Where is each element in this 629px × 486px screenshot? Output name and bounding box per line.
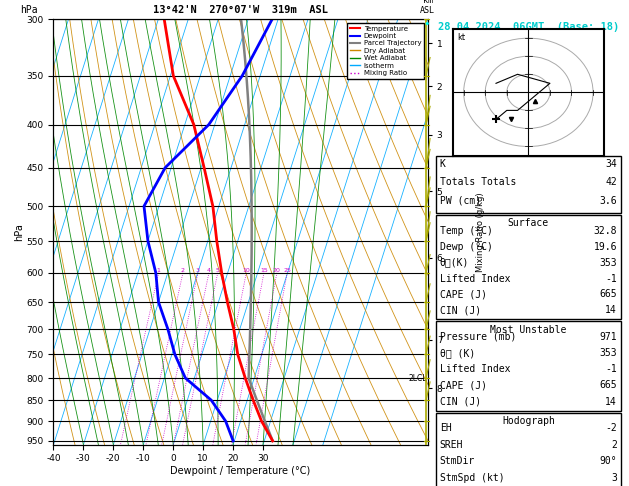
Bar — [436, 215, 621, 319]
Text: 13°42'N  270°07'W  319m  ASL: 13°42'N 270°07'W 319m ASL — [153, 5, 328, 15]
Text: 10: 10 — [242, 268, 250, 273]
Text: θᴄ (K): θᴄ (K) — [440, 348, 475, 358]
Text: Lifted Index: Lifted Index — [440, 274, 510, 283]
X-axis label: Dewpoint / Temperature (°C): Dewpoint / Temperature (°C) — [170, 466, 311, 476]
Text: 20: 20 — [273, 268, 281, 273]
Text: 42: 42 — [605, 177, 617, 187]
Text: 3.6: 3.6 — [599, 196, 617, 206]
Text: 25: 25 — [283, 268, 291, 273]
Text: 2: 2 — [611, 440, 617, 450]
Text: 28.04.2024  06GMT  (Base: 18): 28.04.2024 06GMT (Base: 18) — [438, 21, 619, 32]
Text: -1: -1 — [605, 274, 617, 283]
Text: CAPE (J): CAPE (J) — [440, 290, 487, 299]
Bar — [436, 413, 621, 486]
Text: 665: 665 — [599, 290, 617, 299]
Bar — [436, 321, 621, 411]
Text: CIN (J): CIN (J) — [440, 305, 481, 315]
Text: 353: 353 — [599, 348, 617, 358]
Y-axis label: hPa: hPa — [14, 223, 24, 241]
Text: SREH: SREH — [440, 440, 463, 450]
Text: km
ASL: km ASL — [420, 0, 435, 15]
Text: Lifted Index: Lifted Index — [440, 364, 510, 374]
Text: 19.6: 19.6 — [594, 242, 617, 252]
Text: Totals Totals: Totals Totals — [440, 177, 516, 187]
Text: kt: kt — [457, 33, 465, 42]
Text: 353: 353 — [599, 258, 617, 268]
Text: -2: -2 — [605, 423, 617, 434]
Text: Pressure (mb): Pressure (mb) — [440, 332, 516, 342]
Text: 15: 15 — [260, 268, 268, 273]
Text: 14: 14 — [605, 397, 617, 407]
Text: K: K — [440, 159, 445, 169]
Text: 2LCL: 2LCL — [408, 374, 427, 382]
Text: Mixing Ratio (g/kg): Mixing Ratio (g/kg) — [476, 192, 486, 272]
Text: 1: 1 — [157, 268, 160, 273]
Text: StmSpd (kt): StmSpd (kt) — [440, 473, 504, 483]
Text: Dewp (°C): Dewp (°C) — [440, 242, 493, 252]
Text: Temp (°C): Temp (°C) — [440, 226, 493, 236]
Legend: Temperature, Dewpoint, Parcel Trajectory, Dry Adiabat, Wet Adiabat, Isotherm, Mi: Temperature, Dewpoint, Parcel Trajectory… — [347, 23, 424, 79]
Text: hPa: hPa — [19, 5, 37, 15]
Text: 14: 14 — [605, 305, 617, 315]
Text: CIN (J): CIN (J) — [440, 397, 481, 407]
Bar — [436, 156, 621, 213]
Text: Hodograph: Hodograph — [502, 416, 555, 426]
Text: •: • — [423, 19, 430, 30]
Text: 34: 34 — [605, 159, 617, 169]
Text: PW (cm): PW (cm) — [440, 196, 481, 206]
Text: 3: 3 — [611, 473, 617, 483]
Text: 32.8: 32.8 — [594, 226, 617, 236]
Text: CAPE (J): CAPE (J) — [440, 381, 487, 390]
Text: 665: 665 — [599, 381, 617, 390]
Text: θᴄ(K): θᴄ(K) — [440, 258, 469, 268]
Text: Surface: Surface — [508, 219, 549, 228]
Text: 3: 3 — [196, 268, 200, 273]
Text: EH: EH — [440, 423, 452, 434]
Text: 90°: 90° — [599, 456, 617, 467]
Text: StmDir: StmDir — [440, 456, 475, 467]
Text: 971: 971 — [599, 332, 617, 342]
Text: -1: -1 — [605, 364, 617, 374]
Text: 5: 5 — [216, 268, 220, 273]
Text: Most Unstable: Most Unstable — [490, 325, 567, 335]
Text: 2: 2 — [181, 268, 185, 273]
Text: 4: 4 — [207, 268, 211, 273]
